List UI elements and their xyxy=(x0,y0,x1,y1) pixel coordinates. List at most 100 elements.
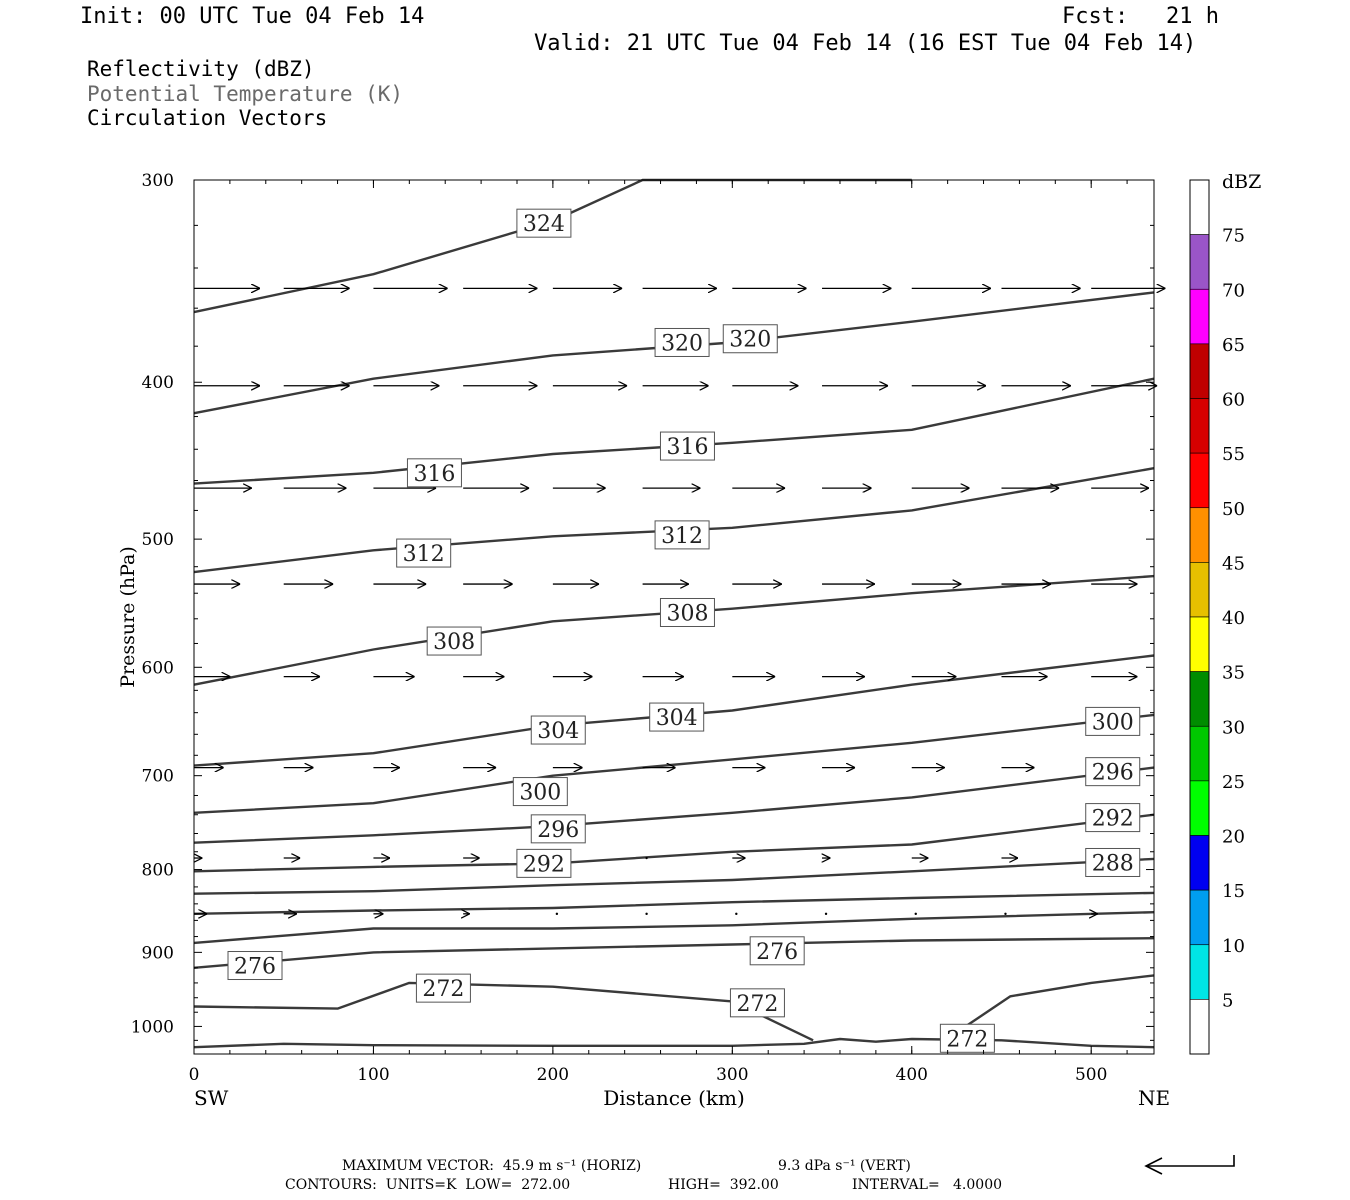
contour-label: 304 xyxy=(656,706,698,731)
contour-label: 272 xyxy=(946,1027,988,1052)
vector-dot xyxy=(1004,912,1007,916)
y-axis: 300 400 500 600 700 800 900 1000 xyxy=(131,171,1154,1055)
vector-dot xyxy=(824,912,828,916)
vector-layer xyxy=(194,288,1166,916)
contour-296 xyxy=(193,766,1155,844)
colorbar-label: 65 xyxy=(1222,335,1245,356)
contour-interval-info: INTERVAL= 4.0000 xyxy=(852,1177,1003,1193)
contour-272 xyxy=(964,974,1155,1028)
y-tick-label: 900 xyxy=(142,943,174,963)
contour-label-box xyxy=(530,814,586,844)
contour-label-box xyxy=(530,715,586,745)
contour-label-box xyxy=(406,458,462,488)
contour-label: 308 xyxy=(433,630,475,655)
y-axis-label: Pressure (hPa) xyxy=(117,546,139,688)
y-tick-label: 700 xyxy=(142,767,174,787)
colorbar-label: 60 xyxy=(1222,390,1245,411)
ne-end-label: NE xyxy=(1138,1086,1170,1110)
legend-circulation-vectors: Circulation Vectors xyxy=(87,106,328,130)
contour-label-box xyxy=(516,848,572,878)
colorbar-segment xyxy=(1189,780,1210,836)
contour-label-box xyxy=(1085,706,1141,736)
legend-reflectivity: Reflectivity (dBZ) xyxy=(87,57,315,81)
colorbar-segment xyxy=(1189,944,1210,1000)
contour-label-box xyxy=(939,1023,995,1053)
contour-272 xyxy=(193,981,814,1042)
x-tick-label: 0 xyxy=(189,1065,200,1085)
colorbar-label: 20 xyxy=(1222,827,1245,848)
contour-label: 296 xyxy=(537,818,579,843)
contour-label: 316 xyxy=(413,462,455,487)
y-tick-label: 400 xyxy=(142,373,174,393)
contour-units-info: CONTOURS: UNITS=K LOW= 272.00 xyxy=(285,1177,571,1193)
colorbar-segment xyxy=(1189,288,1210,345)
contour-324 xyxy=(193,178,912,314)
contour-label: 304 xyxy=(537,719,579,744)
y-tick-label: 1000 xyxy=(131,1017,174,1037)
contour-label-box xyxy=(415,973,471,1003)
y-tick-label: 300 xyxy=(142,171,174,191)
contour-label: 308 xyxy=(666,601,708,626)
forecast-hour: 21 h xyxy=(1166,4,1219,29)
x-tick-label: 100 xyxy=(357,1065,389,1085)
contour-label: 312 xyxy=(661,524,703,549)
valid-time: Valid: 21 UTC Tue 04 Feb 14 (16 EST Tue … xyxy=(534,31,1197,56)
colorbar-label: 70 xyxy=(1222,280,1245,301)
x-axis-label: Distance (km) xyxy=(603,1086,745,1110)
contour-label-box xyxy=(649,702,705,732)
contour-high-info: HIGH= 392.00 xyxy=(668,1177,779,1193)
colorbar-label: 50 xyxy=(1222,499,1245,520)
colorbar-label: 5 xyxy=(1222,990,1233,1011)
colorbar-unit: dBZ xyxy=(1222,171,1261,193)
forecast-label: Fcst: xyxy=(1062,4,1129,29)
contour-label: 288 xyxy=(1092,851,1134,876)
contour-312 xyxy=(193,467,1155,574)
y-tick-label: 600 xyxy=(142,658,174,678)
y-tick-label: 500 xyxy=(142,530,174,550)
contour-label: 300 xyxy=(1092,710,1134,735)
contour-label-box xyxy=(659,431,715,461)
contour-label: 300 xyxy=(519,781,561,806)
colorbar-segment xyxy=(1189,562,1210,618)
contour-label: 296 xyxy=(1092,761,1134,786)
vector-dot xyxy=(555,912,559,916)
contour-276 xyxy=(193,937,1155,969)
vector-dot xyxy=(914,912,917,916)
colorbar-label: 75 xyxy=(1222,226,1245,247)
init-time: Init: 00 UTC Tue 04 Feb 14 xyxy=(80,4,425,29)
x-tick-label: 400 xyxy=(896,1065,928,1085)
max-vert-info: 9.3 dPa s⁻¹ (VERT) xyxy=(778,1158,911,1174)
contour-label: 324 xyxy=(523,212,565,237)
contour-label-box xyxy=(512,777,568,807)
contour-label-box xyxy=(396,538,452,568)
colorbar-segment xyxy=(1189,452,1210,509)
contour-label: 276 xyxy=(234,955,276,980)
vector-dot xyxy=(645,912,648,916)
contour-label-box xyxy=(729,988,785,1018)
plot-frame xyxy=(193,179,1155,1055)
colorbar-segment xyxy=(1189,671,1210,727)
contour-292 xyxy=(193,813,1155,873)
contour-label-box xyxy=(227,951,283,981)
contour-label: 272 xyxy=(422,977,464,1002)
x-tick-label: 200 xyxy=(537,1065,569,1085)
colorbar-segment xyxy=(1189,889,1210,946)
contour-280 xyxy=(193,911,1155,945)
contour-label: 292 xyxy=(523,852,565,877)
legend-potential-temperature: Potential Temperature (K) xyxy=(87,82,404,106)
contour-316 xyxy=(193,377,1155,485)
contour-label: 276 xyxy=(756,940,798,965)
contour-284 xyxy=(193,891,1155,915)
colorbar-segment xyxy=(1189,999,1210,1055)
contour-label-box xyxy=(1085,847,1141,877)
contour-label-box xyxy=(722,324,778,354)
reference-vector-icon xyxy=(1144,1155,1235,1175)
colorbar-label: 55 xyxy=(1222,444,1245,465)
contour-label: 312 xyxy=(403,542,445,567)
contour-label-box xyxy=(426,626,482,656)
colorbar-segment xyxy=(1189,343,1210,399)
contour-label: 320 xyxy=(729,328,771,353)
contour-label-box xyxy=(1085,803,1141,833)
contour-label-box xyxy=(516,208,572,238)
